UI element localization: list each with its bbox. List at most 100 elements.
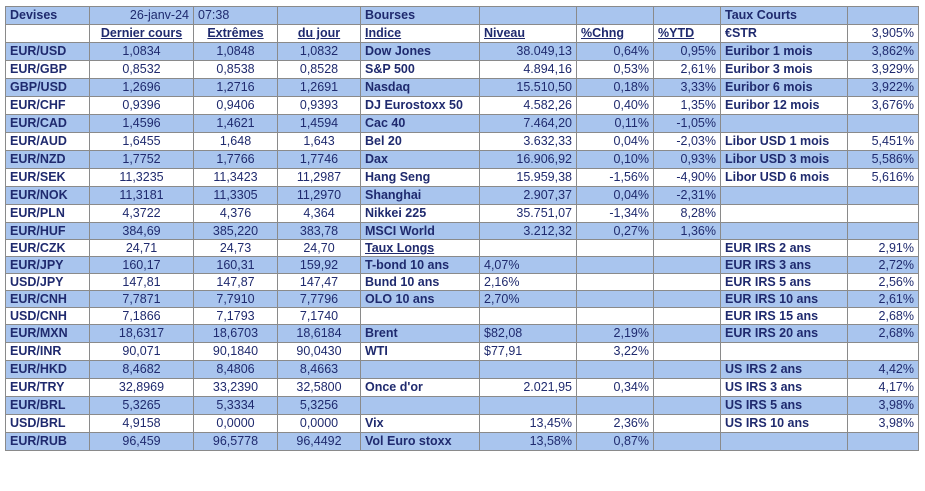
ytd-pct bbox=[653, 256, 721, 274]
ytd-pct: -1,05% bbox=[653, 114, 721, 133]
high-price: 5,3334 bbox=[193, 396, 278, 415]
change-pct: 2,19% bbox=[576, 324, 654, 343]
currency-pair: EUR/JPY bbox=[5, 256, 90, 274]
low-price: 147,47 bbox=[277, 273, 361, 291]
high-price: 1,2716 bbox=[193, 78, 278, 97]
table-row: EUR/MXN 18,6317 18,6703 18,6184 Brent $82,08 2… bbox=[5, 324, 919, 343]
last-price: 147,81 bbox=[89, 273, 194, 291]
col-ytd: %YTD bbox=[653, 24, 721, 43]
rate-name bbox=[720, 432, 848, 451]
high-price: 7,7910 bbox=[193, 290, 278, 308]
estr-value: 3,905% bbox=[847, 24, 919, 43]
last-price: 8,4682 bbox=[89, 360, 194, 379]
rate-value: 3,929% bbox=[847, 60, 919, 79]
index-name: MSCI World bbox=[360, 222, 480, 240]
estr-label: €STR bbox=[720, 24, 848, 43]
currency-pair: EUR/GBP bbox=[5, 60, 90, 79]
high-price: 90,1840 bbox=[193, 342, 278, 361]
last-price: 1,7752 bbox=[89, 150, 194, 169]
empty-cell bbox=[277, 6, 361, 25]
empty-cell bbox=[653, 6, 721, 25]
change-pct: 0,18% bbox=[576, 78, 654, 97]
market-data-table: Devises 26-janv-24 07:38 Bourses Taux Co… bbox=[5, 6, 919, 451]
currency-pair: EUR/CHF bbox=[5, 96, 90, 115]
low-price: 0,8528 bbox=[277, 60, 361, 79]
index-level: 7.464,20 bbox=[479, 114, 577, 133]
rate-value: 2,56% bbox=[847, 273, 919, 291]
change-pct: 0,11% bbox=[576, 114, 654, 133]
change-pct bbox=[576, 256, 654, 274]
col-indice: Indice bbox=[360, 24, 480, 43]
col-du-jour: du jour bbox=[277, 24, 361, 43]
currency-pair: GBP/USD bbox=[5, 78, 90, 97]
rate-value bbox=[847, 186, 919, 205]
table-row: EUR/CHF 0,9396 0,9406 0,9393 DJ Eurostoxx 50… bbox=[5, 96, 919, 115]
ytd-pct: 8,28% bbox=[653, 204, 721, 223]
rate-name: Euribor 6 mois bbox=[720, 78, 848, 97]
rate-name: Libor USD 6 mois bbox=[720, 168, 848, 187]
low-price: 5,3256 bbox=[277, 396, 361, 415]
index-level bbox=[479, 396, 577, 415]
rate-value: 5,616% bbox=[847, 168, 919, 187]
rate-name bbox=[720, 222, 848, 240]
index-name: Bund 10 ans bbox=[360, 273, 480, 291]
rate-name: Libor USD 3 mois bbox=[720, 150, 848, 169]
rate-name: US IRS 3 ans bbox=[720, 378, 848, 397]
change-pct: 3,22% bbox=[576, 342, 654, 361]
high-price: 160,31 bbox=[193, 256, 278, 274]
ytd-pct: 0,93% bbox=[653, 150, 721, 169]
currency-pair: USD/JPY bbox=[5, 273, 90, 291]
last-price: 4,3722 bbox=[89, 204, 194, 223]
last-price: 96,459 bbox=[89, 432, 194, 451]
low-price: 90,0430 bbox=[277, 342, 361, 361]
low-price: 18,6184 bbox=[277, 324, 361, 343]
index-name: Vix bbox=[360, 414, 480, 433]
high-price: 8,4806 bbox=[193, 360, 278, 379]
rate-value: 2,91% bbox=[847, 239, 919, 257]
index-level: $77,91 bbox=[479, 342, 577, 361]
index-level: 4.894,16 bbox=[479, 60, 577, 79]
last-price: 7,7871 bbox=[89, 290, 194, 308]
index-name: Cac 40 bbox=[360, 114, 480, 133]
rate-value: 5,451% bbox=[847, 132, 919, 151]
currency-pair: USD/BRL bbox=[5, 414, 90, 433]
table-row: EUR/NZD 1,7752 1,7766 1,7746 Dax 16.906,92 0,1… bbox=[5, 150, 919, 169]
taux-courts-heading: Taux Courts bbox=[720, 6, 848, 25]
ytd-pct: 3,33% bbox=[653, 78, 721, 97]
low-price: 0,0000 bbox=[277, 414, 361, 433]
ytd-pct bbox=[653, 432, 721, 451]
ytd-pct: 1,36% bbox=[653, 222, 721, 240]
col-niveau: Niveau bbox=[479, 24, 577, 43]
change-pct: -1,56% bbox=[576, 168, 654, 187]
ytd-pct: -4,90% bbox=[653, 168, 721, 187]
rate-name: EUR IRS 3 ans bbox=[720, 256, 848, 274]
ytd-pct bbox=[653, 396, 721, 415]
low-price: 0,9393 bbox=[277, 96, 361, 115]
rate-value bbox=[847, 114, 919, 133]
empty-cell bbox=[576, 6, 654, 25]
table-row: EUR/TRY 32,8969 33,2390 32,5800 Once d'or 2.0… bbox=[5, 378, 919, 397]
table-row: EUR/CZK 24,71 24,73 24,70 Taux Longs EUR IRS … bbox=[5, 239, 919, 257]
index-name: S&P 500 bbox=[360, 60, 480, 79]
index-level: 38.049,13 bbox=[479, 42, 577, 61]
currency-pair: EUR/INR bbox=[5, 342, 90, 361]
last-price: 11,3181 bbox=[89, 186, 194, 205]
index-name: WTI bbox=[360, 342, 480, 361]
rate-value: 3,922% bbox=[847, 78, 919, 97]
rate-name bbox=[720, 186, 848, 205]
devises-heading: Devises bbox=[5, 6, 90, 25]
low-price: 7,1740 bbox=[277, 307, 361, 325]
change-pct: -1,34% bbox=[576, 204, 654, 223]
currency-pair: EUR/NOK bbox=[5, 186, 90, 205]
index-level bbox=[479, 239, 577, 257]
last-price: 1,4596 bbox=[89, 114, 194, 133]
col-dernier-cours: Dernier cours bbox=[89, 24, 194, 43]
ytd-pct bbox=[653, 307, 721, 325]
col-extremes: Extrêmes bbox=[193, 24, 278, 43]
index-name: Dow Jones bbox=[360, 42, 480, 61]
index-level: 4,07% bbox=[479, 256, 577, 274]
empty-cell bbox=[847, 6, 919, 25]
table-row: EUR/BRL 5,3265 5,3334 5,3256 US IRS 5 ans 3,9… bbox=[5, 396, 919, 415]
rate-name: EUR IRS 15 ans bbox=[720, 307, 848, 325]
change-pct bbox=[576, 396, 654, 415]
